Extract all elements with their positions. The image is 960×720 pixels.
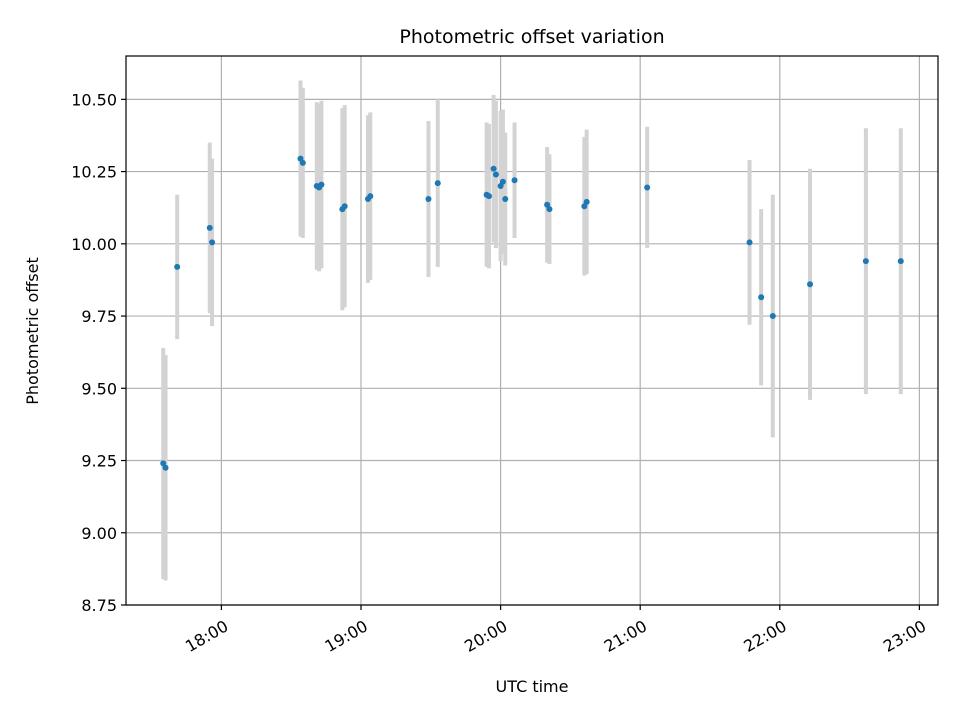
data-point: [485, 193, 492, 200]
data-point: [318, 181, 325, 188]
data-point: [897, 258, 904, 265]
data-point: [162, 464, 169, 471]
data-point: [209, 239, 216, 246]
y-tick-label: 8.75: [81, 596, 117, 615]
y-tick-label: 10.50: [71, 90, 117, 109]
data-point: [492, 171, 499, 178]
data-point: [746, 239, 753, 246]
data-point: [174, 263, 181, 270]
data-point: [425, 196, 432, 203]
x-axis-label: UTC time: [496, 677, 569, 696]
data-point: [807, 281, 814, 288]
y-tick-label: 9.00: [81, 524, 117, 543]
data-point: [490, 165, 497, 172]
data-point: [644, 184, 651, 191]
data-point: [769, 313, 776, 320]
y-axis-label: Photometric offset: [23, 257, 42, 405]
y-tick-label: 10.25: [71, 163, 117, 182]
data-point: [341, 203, 348, 210]
data-point: [206, 224, 213, 231]
data-point: [511, 177, 518, 184]
data-point: [862, 258, 869, 265]
data-point: [499, 178, 506, 185]
data-point: [583, 198, 590, 205]
grid: [126, 56, 938, 606]
y-tick-label: 9.25: [81, 452, 117, 471]
y-tick-label: 9.50: [81, 379, 117, 398]
data-point: [299, 159, 306, 166]
data-point: [758, 294, 765, 301]
y-tick-label: 9.75: [81, 307, 117, 326]
data-point: [546, 206, 553, 213]
data-points: [160, 155, 904, 471]
chart-title: Photometric offset variation: [399, 26, 664, 48]
data-point: [434, 180, 441, 187]
data-point: [502, 196, 509, 203]
data-point: [367, 193, 374, 200]
y-axis: 8.75 9.00 9.25 9.50 9.75 10.00 10.25 10.50: [71, 90, 126, 615]
y-tick-label: 10.00: [71, 235, 117, 254]
plot-frame: [125, 55, 939, 606]
